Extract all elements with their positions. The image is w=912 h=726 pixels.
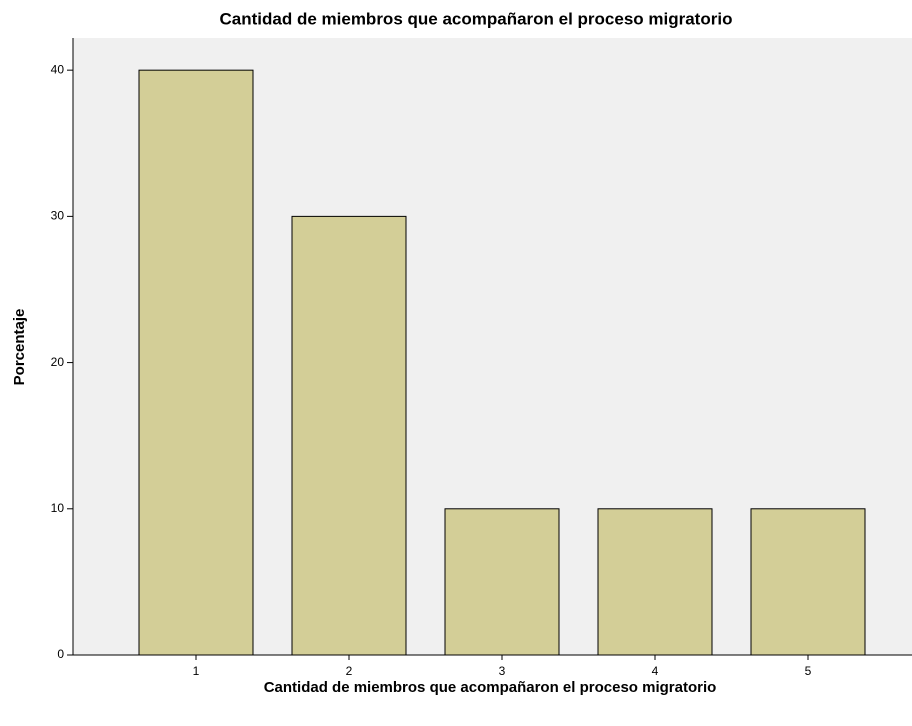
x-tick-label: 5 (805, 664, 812, 678)
bar (597, 508, 713, 656)
bar (444, 508, 560, 656)
y-tick-label: 30 (51, 209, 65, 223)
y-tick-label: 20 (51, 355, 65, 369)
y-tick-label: 40 (51, 62, 65, 76)
x-tick-label: 4 (652, 664, 659, 678)
x-tick-label: 3 (499, 664, 506, 678)
y-tick-label: 0 (57, 647, 64, 661)
y-axis-title: Porcentaje (11, 309, 28, 386)
y-tick-label: 10 (51, 501, 65, 515)
x-tick-label: 2 (346, 664, 353, 678)
bar (138, 69, 254, 656)
x-axis-title: Cantidad de miembros que acompañaron el … (264, 679, 717, 696)
bar (750, 508, 866, 656)
chart-title: Cantidad de miembros que acompañaron el … (220, 9, 733, 28)
x-tick-label: 1 (193, 664, 200, 678)
bar (291, 215, 407, 656)
